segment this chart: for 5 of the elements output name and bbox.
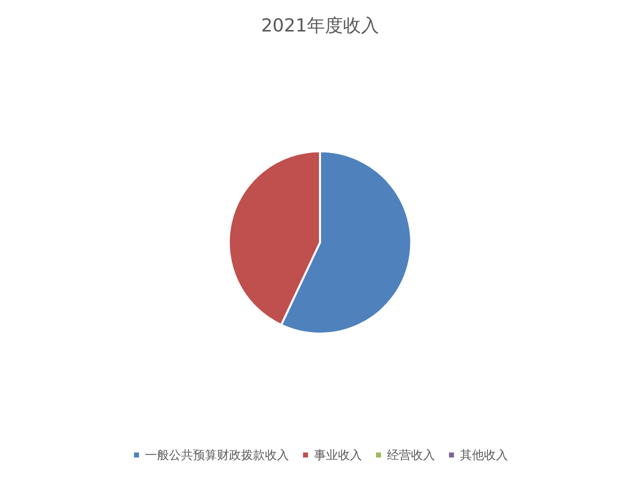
legend-label: 其他收入 <box>460 448 508 462</box>
chart-title: 2021年度收入 <box>261 16 379 36</box>
legend-label: 经营收入 <box>387 448 435 462</box>
legend-label: 事业收入 <box>314 448 362 462</box>
legend-label: 一般公共预算财政拨款收入 <box>145 448 289 462</box>
